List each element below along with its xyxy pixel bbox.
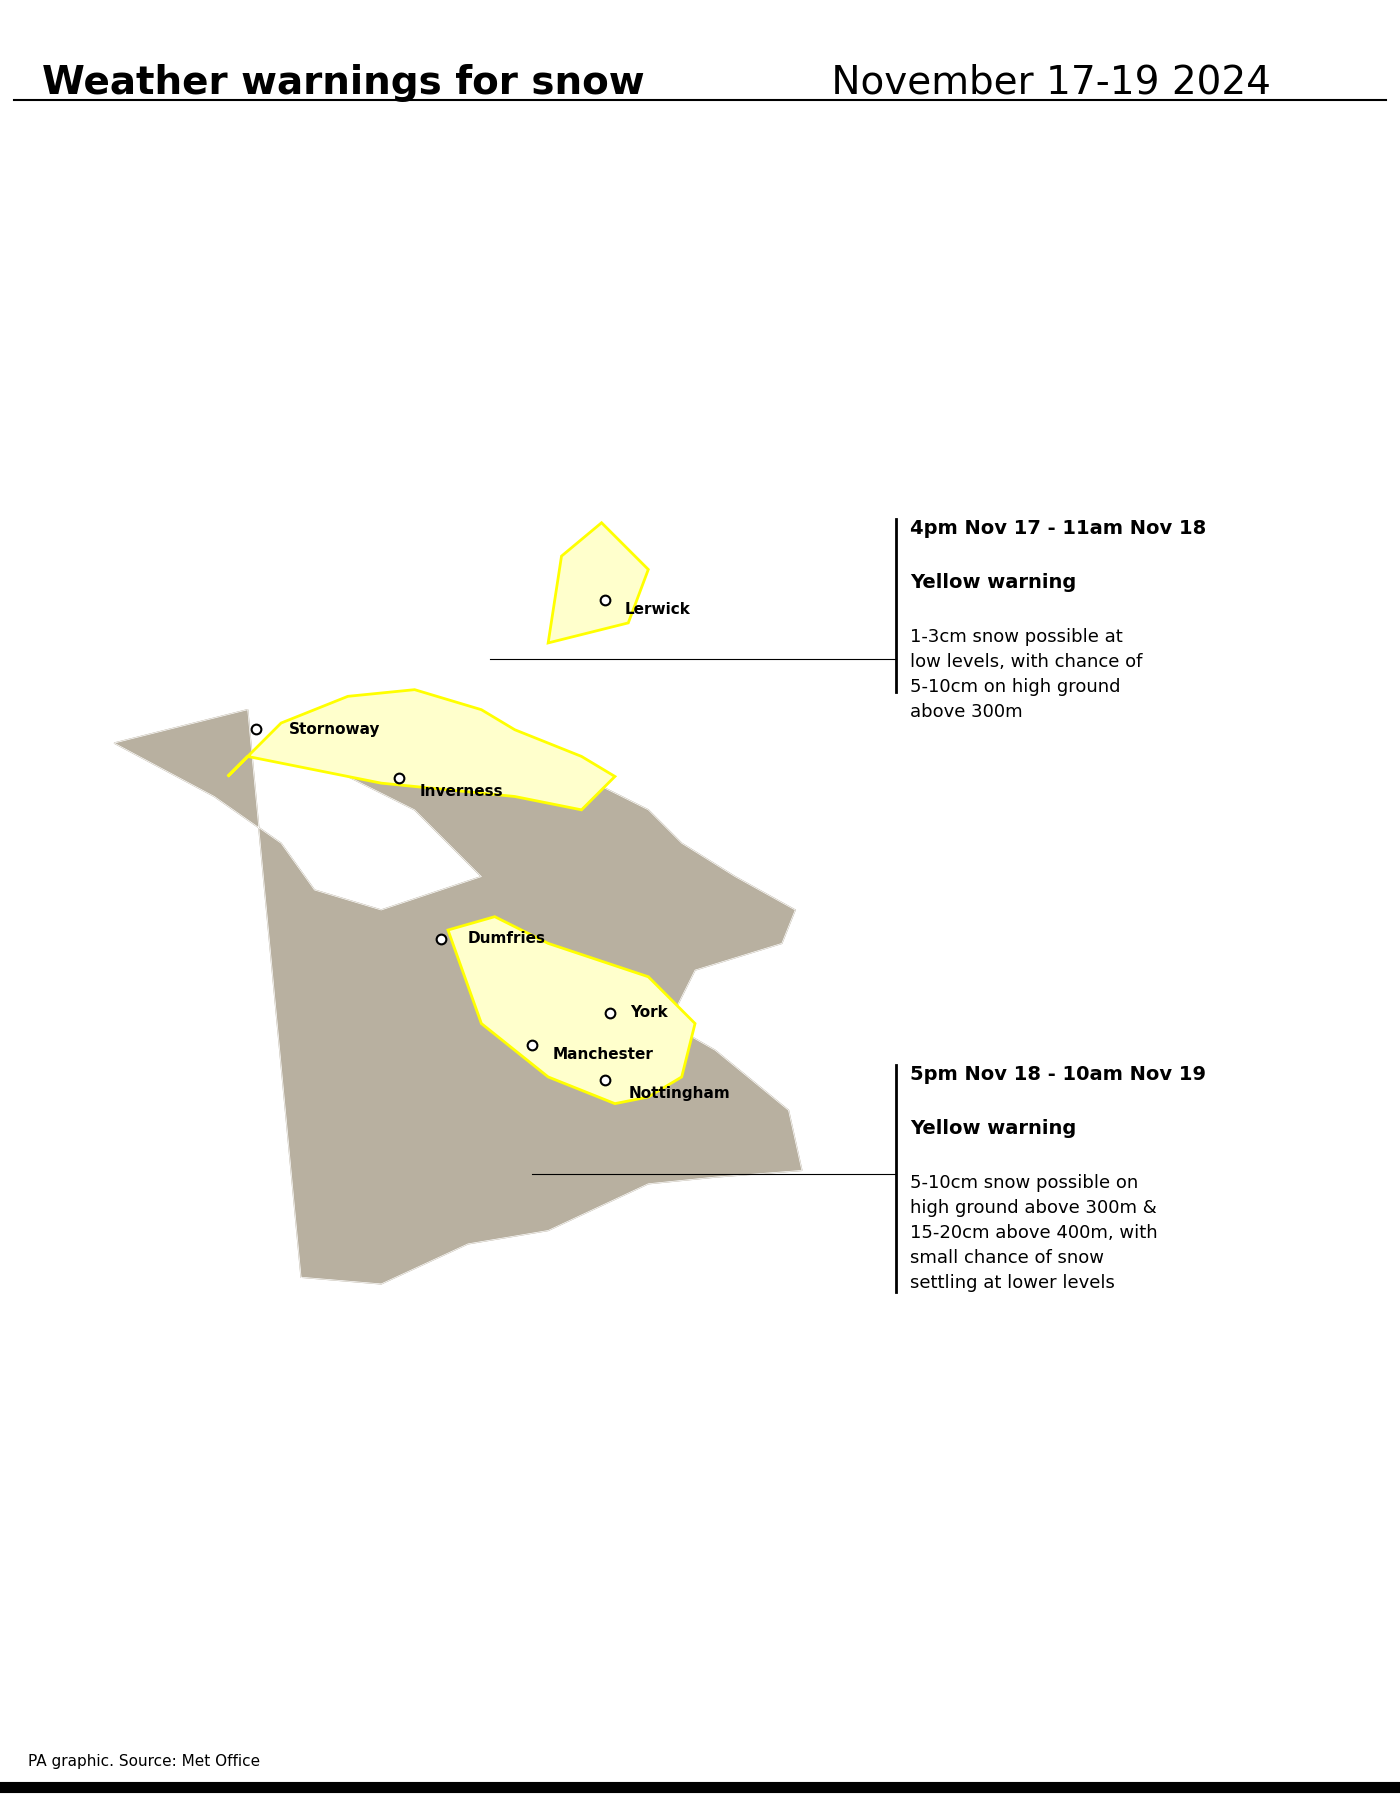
- Polygon shape: [549, 522, 648, 642]
- Text: Stornoway: Stornoway: [288, 721, 381, 737]
- Polygon shape: [228, 690, 615, 810]
- Text: November 17-19 2024: November 17-19 2024: [819, 64, 1271, 102]
- Text: PA graphic. Source: Met Office: PA graphic. Source: Met Office: [28, 1754, 260, 1769]
- Text: Yellow warning: Yellow warning: [910, 573, 1077, 592]
- Text: York: York: [630, 1005, 668, 1021]
- Polygon shape: [115, 697, 802, 1283]
- Text: Yellow warning: Yellow warning: [910, 1119, 1077, 1138]
- Text: Lerwick: Lerwick: [624, 602, 690, 617]
- Text: Nottingham: Nottingham: [629, 1087, 729, 1101]
- Text: Dumfries: Dumfries: [468, 932, 546, 946]
- Text: 1-3cm snow possible at
low levels, with chance of
5-10cm on high ground
above 30: 1-3cm snow possible at low levels, with …: [910, 628, 1142, 721]
- Polygon shape: [448, 917, 694, 1103]
- Text: Manchester: Manchester: [552, 1046, 652, 1063]
- Text: 5pm Nov 18 - 10am Nov 19: 5pm Nov 18 - 10am Nov 19: [910, 1065, 1205, 1083]
- Text: Weather warnings for snow: Weather warnings for snow: [42, 64, 644, 102]
- Text: 5-10cm snow possible on
high ground above 300m &
15-20cm above 400m, with
small : 5-10cm snow possible on high ground abov…: [910, 1174, 1158, 1292]
- Text: Inverness: Inverness: [419, 784, 503, 799]
- Text: 4pm Nov 17 - 11am Nov 18: 4pm Nov 17 - 11am Nov 18: [910, 519, 1207, 537]
